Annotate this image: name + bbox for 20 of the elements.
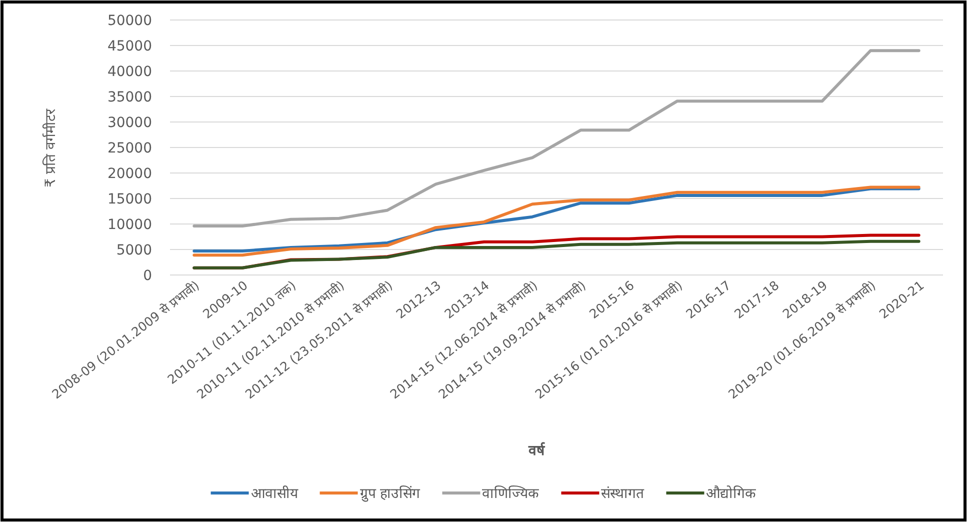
- y-tick-label: 0: [143, 268, 152, 284]
- y-tick-label: 30000: [107, 115, 152, 131]
- y-tick-label: 35000: [107, 90, 152, 106]
- legend-label: औद्योगिक: [706, 485, 756, 502]
- line-series: [192, 240, 920, 270]
- legend-label: ग्रुप हाउसिंग: [360, 485, 422, 502]
- legend-label: वाणिज्यिक: [482, 485, 540, 502]
- y-tick-label: 5000: [116, 242, 152, 258]
- y-tick-label: 50000: [107, 13, 152, 29]
- y-axis-title: ₹ प्रति वर्गमीटर: [42, 108, 59, 188]
- y-tick-label: 25000: [107, 140, 152, 156]
- x-axis-title: वर्ष: [528, 442, 546, 459]
- y-tick-label: 20000: [107, 166, 152, 182]
- y-tick-label: 45000: [107, 38, 152, 54]
- y-tick-label: 15000: [107, 192, 152, 208]
- y-tick-label: 40000: [107, 64, 152, 80]
- y-tick-label: 10000: [107, 217, 152, 233]
- legend-label: आवासीय: [250, 485, 299, 502]
- line-series: [192, 49, 920, 228]
- legend-label: संस्थागत: [601, 486, 646, 502]
